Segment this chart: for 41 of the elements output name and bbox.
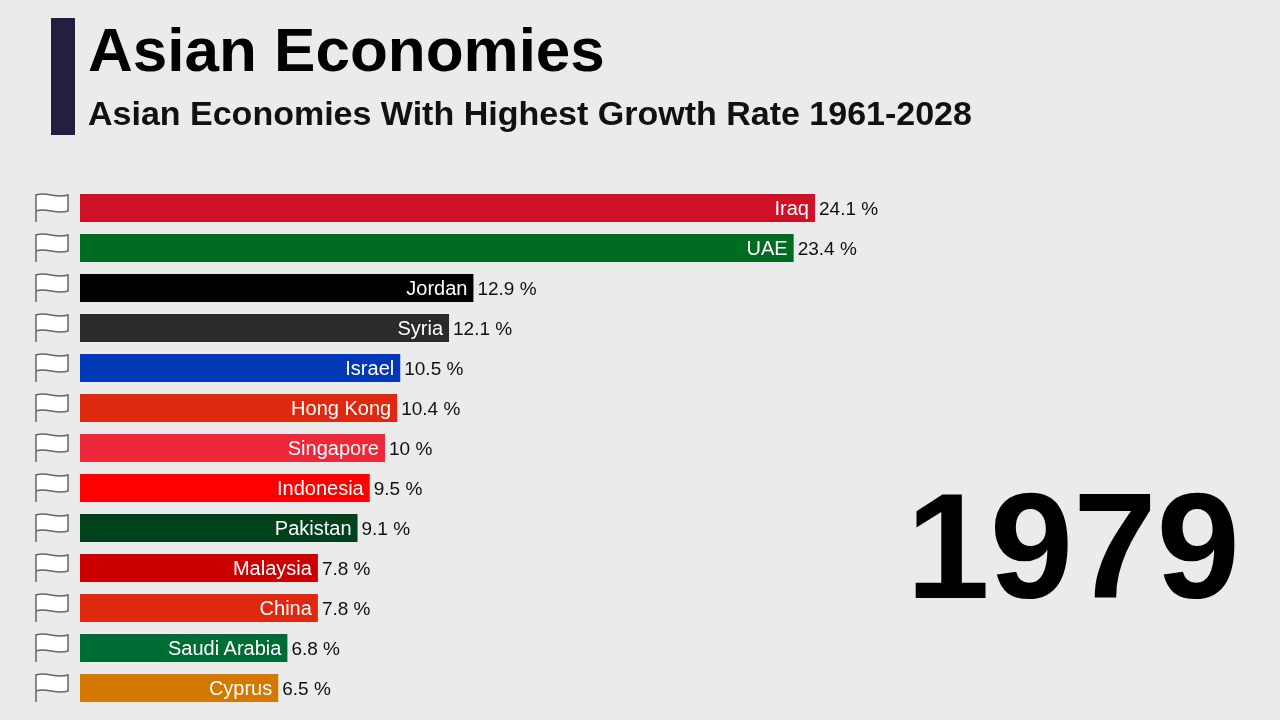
data-label: 10.4 % [401, 397, 461, 419]
data-label: 7.8 % [321, 597, 371, 619]
data-label: 12.1 % [453, 317, 513, 339]
data-label: 24.1 % [819, 197, 879, 219]
y-tick-label: UAE [746, 237, 788, 259]
data-label: 23.4 % [797, 237, 857, 259]
y-tick-label: Malaysia [232, 557, 313, 579]
bar [80, 554, 318, 582]
chart-subtitle: Asian Economies With Highest Growth Rate 1961-2028 [88, 94, 972, 133]
bar [80, 234, 794, 262]
y-tick-label: Indonesia [276, 477, 365, 499]
data-label: 6.8 % [291, 637, 341, 659]
data-label: 12.9 % [477, 277, 537, 299]
bar [80, 474, 370, 502]
bar [80, 194, 815, 222]
chart-title: Asian Economies [88, 14, 605, 85]
y-tick-label: Jordan [406, 277, 468, 299]
y-tick-label: Cyprus [208, 677, 273, 699]
bar [80, 514, 358, 542]
y-tick-label: Hong Kong [291, 397, 392, 419]
data-label: 10 % [388, 437, 433, 459]
y-tick-label: Saudi Arabia [167, 637, 283, 659]
bar [80, 434, 385, 462]
data-label: 6.5 % [282, 677, 331, 699]
bar [80, 354, 401, 382]
data-label: 10.5 % [404, 357, 464, 379]
y-tick-label: Pakistan [274, 517, 352, 539]
text: 1979 [906, 461, 1240, 632]
data-label: 9.5 % [373, 477, 423, 499]
y-tick-label: Syria [397, 317, 444, 339]
bar [80, 594, 318, 622]
data-label: 9.1 % [361, 517, 411, 539]
y-tick-label: Iraq [774, 197, 809, 219]
bar [80, 314, 450, 342]
y-tick-label: China [259, 597, 313, 619]
bar [80, 274, 474, 302]
data-label: 7.8 % [321, 557, 371, 579]
y-tick-label: Singapore [287, 437, 379, 459]
bar [80, 394, 398, 422]
bar [80, 674, 279, 702]
y-tick-label: Israel [345, 357, 395, 379]
